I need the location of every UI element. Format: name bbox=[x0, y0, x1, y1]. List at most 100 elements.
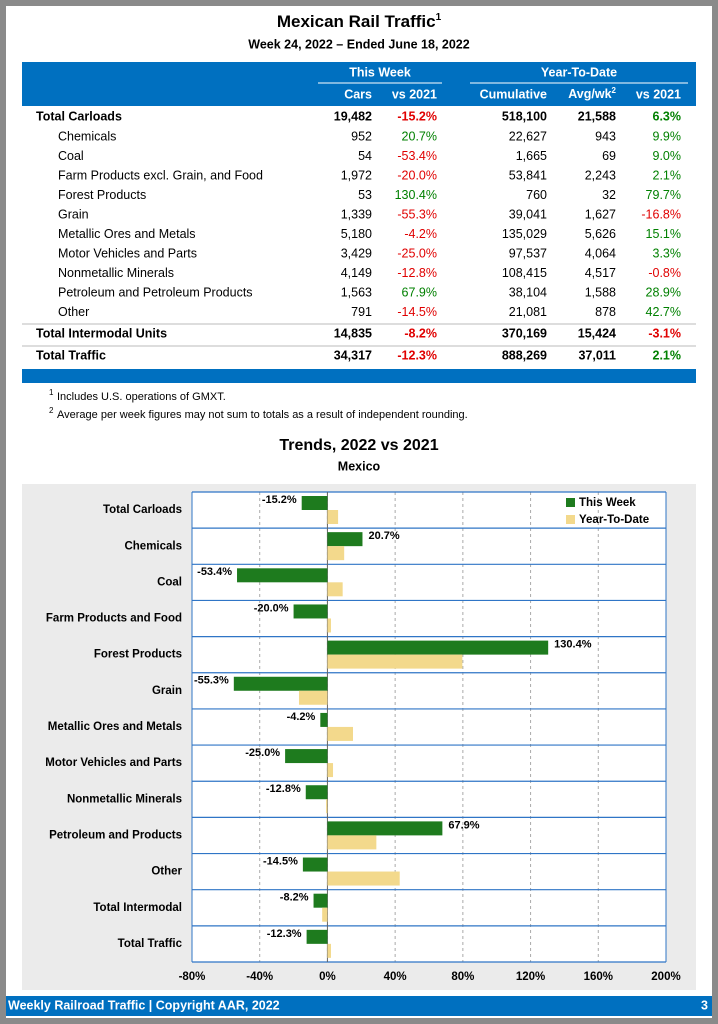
legend-swatch bbox=[566, 498, 575, 507]
cell: 1,339 bbox=[341, 207, 372, 221]
category-label: Farm Products and Food bbox=[46, 613, 182, 625]
cell: 943 bbox=[595, 129, 616, 143]
footnote-mark: 1 bbox=[49, 388, 54, 397]
cell: 952 bbox=[351, 129, 372, 143]
x-tick-label: -80% bbox=[179, 971, 206, 983]
cell: -55.3% bbox=[397, 207, 437, 221]
bar bbox=[327, 640, 549, 655]
value-label: -55.3% bbox=[194, 675, 229, 687]
table-footer-bar bbox=[22, 369, 696, 383]
cell: 1,627 bbox=[585, 207, 616, 221]
cell: 32 bbox=[602, 188, 616, 202]
column-header: vs 2021 bbox=[392, 87, 437, 101]
value-label: -8.2% bbox=[280, 892, 309, 904]
cell: 97,537 bbox=[509, 246, 547, 260]
category-label: Other bbox=[151, 866, 182, 878]
category-label: Total Carloads bbox=[103, 504, 182, 516]
bar bbox=[306, 929, 328, 944]
cell: 39,041 bbox=[509, 207, 547, 221]
cell: 9.9% bbox=[653, 129, 682, 143]
bar bbox=[327, 546, 345, 561]
cell: 54 bbox=[358, 149, 372, 163]
group-header: This Week bbox=[349, 65, 411, 79]
cell: 1,588 bbox=[585, 285, 616, 299]
cell: 370,169 bbox=[502, 326, 547, 340]
cell: 19,482 bbox=[334, 109, 372, 123]
bar bbox=[320, 712, 328, 727]
row-label: Metallic Ores and Metals bbox=[58, 227, 196, 241]
cell: 15.1% bbox=[646, 227, 681, 241]
cell: -14.5% bbox=[397, 305, 437, 319]
cell: 1,665 bbox=[516, 149, 547, 163]
bar bbox=[233, 676, 328, 691]
cell: 79.7% bbox=[646, 188, 681, 202]
cell: -4.2% bbox=[404, 227, 437, 241]
column-header-text: Avg/wk bbox=[568, 87, 611, 101]
cell: 791 bbox=[351, 305, 372, 319]
column-header: Cumulative bbox=[480, 87, 547, 101]
cell: 2.1% bbox=[653, 168, 682, 182]
bar bbox=[301, 496, 328, 510]
cell: 3.3% bbox=[653, 246, 682, 260]
x-tick-label: 120% bbox=[516, 971, 545, 983]
cell: 760 bbox=[526, 188, 547, 202]
title-note: 1 bbox=[436, 12, 442, 23]
legend-swatch bbox=[566, 515, 575, 524]
category-label: Nonmetallic Minerals bbox=[67, 793, 182, 805]
bar bbox=[327, 618, 331, 633]
cell: 22,627 bbox=[509, 129, 547, 143]
x-tick-label: 40% bbox=[384, 971, 407, 983]
cell: 2,243 bbox=[585, 168, 616, 182]
cell: -25.0% bbox=[397, 246, 437, 260]
cell: -12.3% bbox=[397, 348, 437, 362]
category-label: Chemicals bbox=[124, 540, 182, 552]
footnote: Average per week figures may not sum to … bbox=[57, 409, 468, 421]
cell: 15,424 bbox=[578, 326, 616, 340]
row-label: Total Traffic bbox=[36, 348, 106, 362]
row-label: Total Carloads bbox=[36, 109, 122, 123]
cell: -3.1% bbox=[648, 326, 681, 340]
cell: 53,841 bbox=[509, 168, 547, 182]
subtitle: Week 24, 2022 – Ended June 18, 2022 bbox=[248, 37, 469, 51]
cell: 1,563 bbox=[341, 285, 372, 299]
bar bbox=[327, 763, 334, 778]
legend-label: This Week bbox=[579, 497, 636, 509]
category-label: Metallic Ores and Metals bbox=[48, 721, 182, 733]
row-label: Farm Products excl. Grain, and Food bbox=[58, 168, 263, 182]
bar bbox=[327, 582, 343, 597]
table-header-bg bbox=[22, 62, 696, 106]
bar bbox=[305, 785, 328, 800]
cell: 4,064 bbox=[585, 246, 616, 260]
bar bbox=[327, 871, 400, 886]
cell: -15.2% bbox=[397, 109, 437, 123]
cell: -0.8% bbox=[648, 266, 681, 280]
column-header: vs 2021 bbox=[636, 87, 681, 101]
column-header: Avg/wk2 bbox=[568, 86, 616, 102]
cell: 21,588 bbox=[578, 109, 616, 123]
bar bbox=[293, 604, 328, 619]
row-label: Other bbox=[58, 305, 89, 319]
category-label: Coal bbox=[157, 576, 182, 588]
cell: 4,149 bbox=[341, 266, 372, 280]
cell: 42.7% bbox=[646, 305, 681, 319]
value-label: -20.0% bbox=[254, 602, 289, 614]
cell: 21,081 bbox=[509, 305, 547, 319]
bar bbox=[327, 654, 463, 669]
value-label: -4.2% bbox=[287, 711, 316, 723]
footer-bar bbox=[6, 996, 712, 1016]
title-text: Mexican Rail Traffic bbox=[277, 12, 436, 31]
row-label: Coal bbox=[58, 149, 84, 163]
cell: 1,972 bbox=[341, 168, 372, 182]
value-label: 20.7% bbox=[368, 530, 399, 542]
value-label: 130.4% bbox=[554, 639, 592, 651]
bar bbox=[327, 726, 353, 741]
cell: -8.2% bbox=[404, 326, 437, 340]
footer-text: Weekly Railroad Traffic | Copyright AAR,… bbox=[8, 998, 280, 1012]
value-label: -53.4% bbox=[197, 566, 232, 578]
cell: -20.0% bbox=[397, 168, 437, 182]
bar bbox=[313, 893, 328, 908]
category-label: Motor Vehicles and Parts bbox=[45, 757, 182, 769]
category-label: Petroleum and Products bbox=[49, 829, 182, 841]
bar bbox=[326, 799, 328, 814]
